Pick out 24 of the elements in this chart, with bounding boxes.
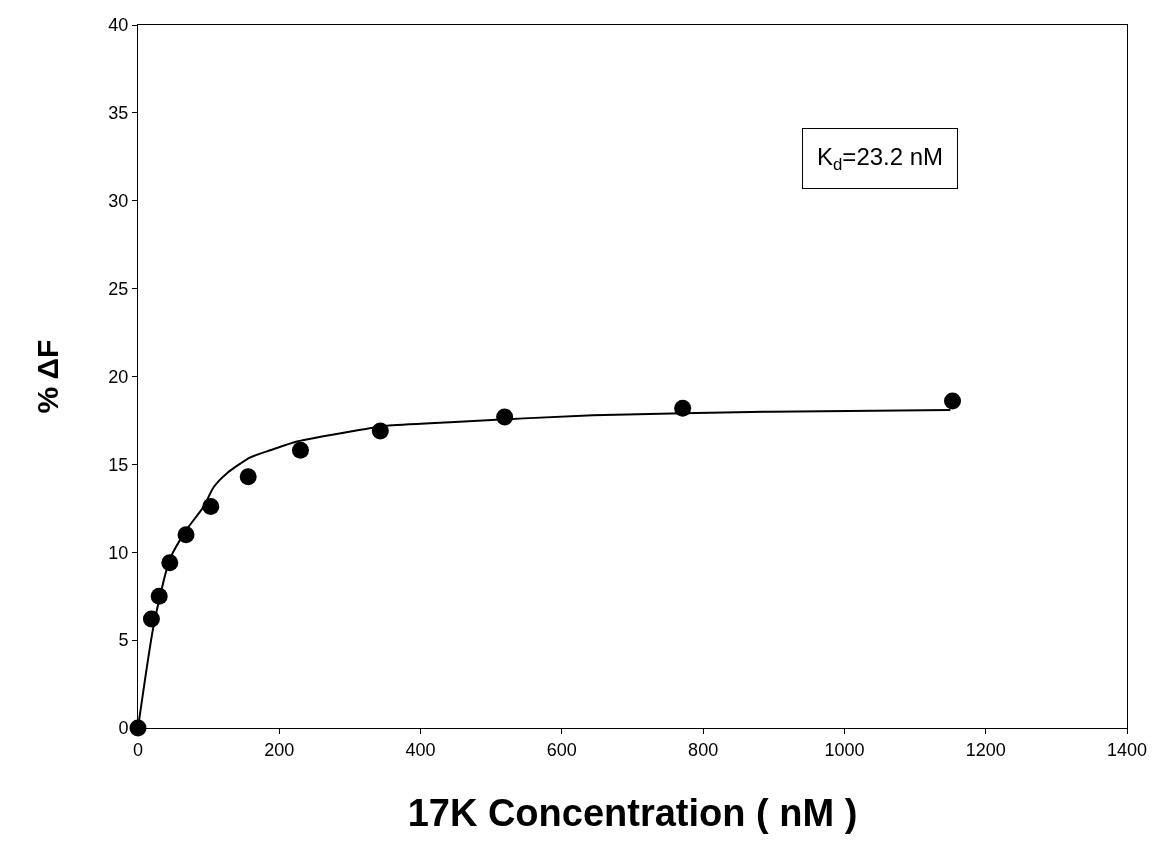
y-tick-label: 15 [108, 454, 129, 475]
y-tick-label: 35 [108, 103, 129, 124]
x-tick-label: 200 [264, 739, 295, 760]
y-tick-label: 10 [108, 542, 129, 563]
x-tick-label: 400 [405, 739, 436, 760]
annotation: K$_{d}$=23.2 nM [817, 143, 944, 175]
x-axis-title: 17K Concentration ( nM ) [407, 791, 858, 834]
point [202, 498, 220, 516]
x-tick-label: 800 [688, 739, 719, 760]
x-tick-label: 0 [132, 739, 144, 760]
y-tick-label: 25 [108, 278, 129, 299]
x-tick-label: 1200 [965, 739, 1006, 760]
point [239, 468, 257, 486]
x-tick-label: 600 [546, 739, 577, 760]
y-tick-label: 5 [118, 630, 129, 651]
point [944, 392, 962, 410]
y-tick-label: 20 [108, 366, 129, 387]
y-tick-label: 40 [108, 15, 129, 36]
y-axis-title: % ΔF [31, 339, 65, 414]
point [291, 441, 309, 459]
y-tick-label: 0 [118, 718, 129, 739]
y-tick-label: 30 [108, 191, 129, 212]
x-tick-label: 1000 [824, 739, 865, 760]
x-tick-label: 1400 [1106, 739, 1148, 760]
